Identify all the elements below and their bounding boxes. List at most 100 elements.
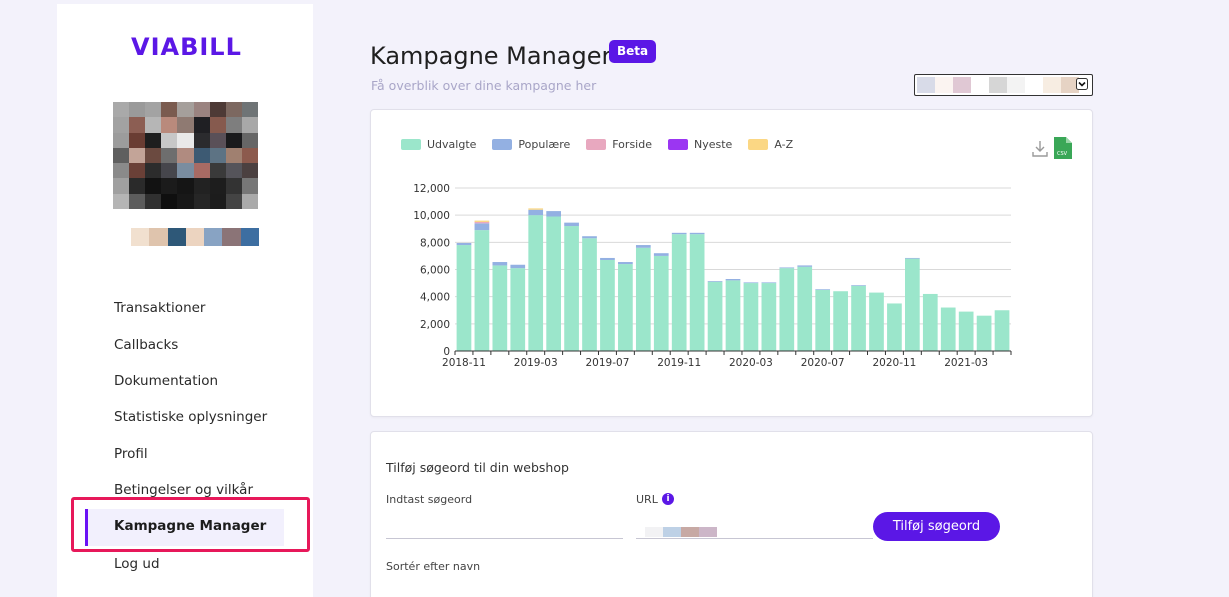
bar-segment[interactable] xyxy=(618,264,633,351)
avatar-pixel xyxy=(193,163,210,179)
bar-segment[interactable] xyxy=(582,238,597,351)
bar-segment[interactable] xyxy=(635,245,651,248)
bar-segment[interactable] xyxy=(958,311,974,351)
bar-segment[interactable] xyxy=(922,293,938,351)
avatar-pixel xyxy=(209,132,226,148)
bar-segment[interactable] xyxy=(474,223,490,231)
bar-segment[interactable] xyxy=(869,292,884,351)
bar-segment[interactable] xyxy=(528,209,544,216)
download-icon[interactable] xyxy=(1032,140,1048,158)
legend-udvalgte[interactable]: Udvalgte xyxy=(401,138,476,151)
bar-segment[interactable] xyxy=(779,268,795,351)
bar-segment[interactable] xyxy=(994,310,1010,351)
bar-segment[interactable] xyxy=(976,315,992,351)
bar-segment[interactable] xyxy=(492,265,508,351)
avatar-pixel xyxy=(193,193,210,209)
bar-segment[interactable] xyxy=(528,208,544,210)
csv-file-icon[interactable]: CSV xyxy=(1054,137,1072,159)
bar-segment[interactable] xyxy=(815,289,831,290)
bar-segment[interactable] xyxy=(779,267,795,269)
bar-segment[interactable] xyxy=(510,268,526,351)
avatar-pixel xyxy=(129,147,146,164)
legend-nyeste[interactable]: Nyeste xyxy=(667,138,732,151)
bar-segment[interactable] xyxy=(456,245,472,351)
url-pixel xyxy=(681,527,699,537)
sidebar-item-profil[interactable]: Profil xyxy=(114,446,148,462)
bar-segment[interactable] xyxy=(833,291,848,351)
bar-segment[interactable] xyxy=(725,280,741,351)
bar-segment[interactable] xyxy=(456,243,472,246)
bar-segment[interactable] xyxy=(618,262,633,265)
legend-populaere[interactable]: Populære xyxy=(492,138,570,151)
bar-segment[interactable] xyxy=(510,264,526,269)
bar-segment[interactable] xyxy=(725,279,741,281)
bar-segment[interactable] xyxy=(582,236,597,239)
bar-segment[interactable] xyxy=(671,232,687,235)
info-icon[interactable]: i xyxy=(662,493,674,505)
url-input[interactable] xyxy=(636,538,873,539)
chart-card: Udvalgte Populære Forside Nyeste A-Z CSV… xyxy=(370,109,1093,417)
bar-segment[interactable] xyxy=(564,222,579,227)
avatar-pixel xyxy=(161,147,178,164)
y-tick-label: 2,000 xyxy=(420,319,450,331)
bar-segment[interactable] xyxy=(797,265,813,267)
avatar-pixel xyxy=(209,147,226,164)
x-tick-label: 2019-03 xyxy=(514,357,558,369)
bar-segment[interactable] xyxy=(492,262,508,266)
bar-segment[interactable] xyxy=(474,230,490,351)
bar-segment[interactable] xyxy=(653,255,669,351)
bar-segment[interactable] xyxy=(689,234,705,351)
shop-select-value xyxy=(917,77,1079,93)
name-pixel xyxy=(131,228,150,246)
keyword-input[interactable] xyxy=(386,538,623,539)
bar-segment[interactable] xyxy=(761,282,777,284)
sidebar-item-kampagne-manager[interactable] xyxy=(85,509,284,546)
sidebar-item-log-ud[interactable]: Log ud xyxy=(114,556,160,572)
bar-segment[interactable] xyxy=(761,283,777,351)
bar-segment[interactable] xyxy=(546,211,561,217)
bar-segment[interactable] xyxy=(851,285,866,286)
avatar-pixel xyxy=(177,178,194,194)
bar-segment[interactable] xyxy=(940,307,956,351)
bar-segment[interactable] xyxy=(474,221,490,224)
bar-segment[interactable] xyxy=(546,216,561,351)
legend-a-z[interactable]: A-Z xyxy=(748,138,793,151)
sidebar-item-transaktioner[interactable]: Transaktioner xyxy=(114,300,206,316)
sort-label[interactable]: Sortér efter navn xyxy=(386,560,481,573)
name-pixel xyxy=(167,228,186,246)
sidebar-item-callbacks[interactable]: Callbacks xyxy=(114,337,179,353)
legend-forside[interactable]: Forside xyxy=(586,138,652,151)
bar-segment[interactable] xyxy=(600,259,615,351)
sidebar-item-statistiske-oplysninger[interactable]: Statistiske oplysninger xyxy=(114,409,268,425)
bar-segment[interactable] xyxy=(564,226,579,351)
bar-segment[interactable] xyxy=(815,289,831,351)
bar-segment[interactable] xyxy=(635,247,651,351)
sidebar-item-dokumentation[interactable]: Dokumentation xyxy=(114,373,219,389)
viabill-logo[interactable]: VIABILL xyxy=(131,32,241,60)
avatar-pixel xyxy=(209,117,226,133)
bar-segment[interactable] xyxy=(653,253,669,256)
bar-segment[interactable] xyxy=(707,281,723,351)
url-label: URL xyxy=(636,493,658,506)
x-tick-label: 2021-03 xyxy=(944,357,988,369)
bar-segment[interactable] xyxy=(671,234,687,351)
bar-segment[interactable] xyxy=(474,220,490,222)
bar-segment[interactable] xyxy=(528,215,544,351)
bar-segment[interactable] xyxy=(600,257,615,260)
shop-select[interactable] xyxy=(914,74,1093,96)
avatar-pixel xyxy=(129,102,146,118)
bar-segment[interactable] xyxy=(743,282,759,284)
add-keyword-button[interactable]: Tilføj søgeord xyxy=(873,512,1000,541)
avatar-pixel xyxy=(129,117,146,133)
bar-segment[interactable] xyxy=(905,257,920,259)
sidebar-item-betingelser[interactable]: Betingelser og vilkår xyxy=(114,482,253,498)
bar-segment[interactable] xyxy=(905,258,920,351)
bar-segment[interactable] xyxy=(689,232,705,235)
bar-segment[interactable] xyxy=(743,283,759,351)
avatar-pixel xyxy=(241,163,258,179)
bar-segment[interactable] xyxy=(851,285,866,351)
bar-segment[interactable] xyxy=(797,266,813,351)
bar-segment[interactable] xyxy=(887,303,902,351)
bar-segment[interactable] xyxy=(707,281,723,282)
avatar-pixel xyxy=(241,102,258,118)
